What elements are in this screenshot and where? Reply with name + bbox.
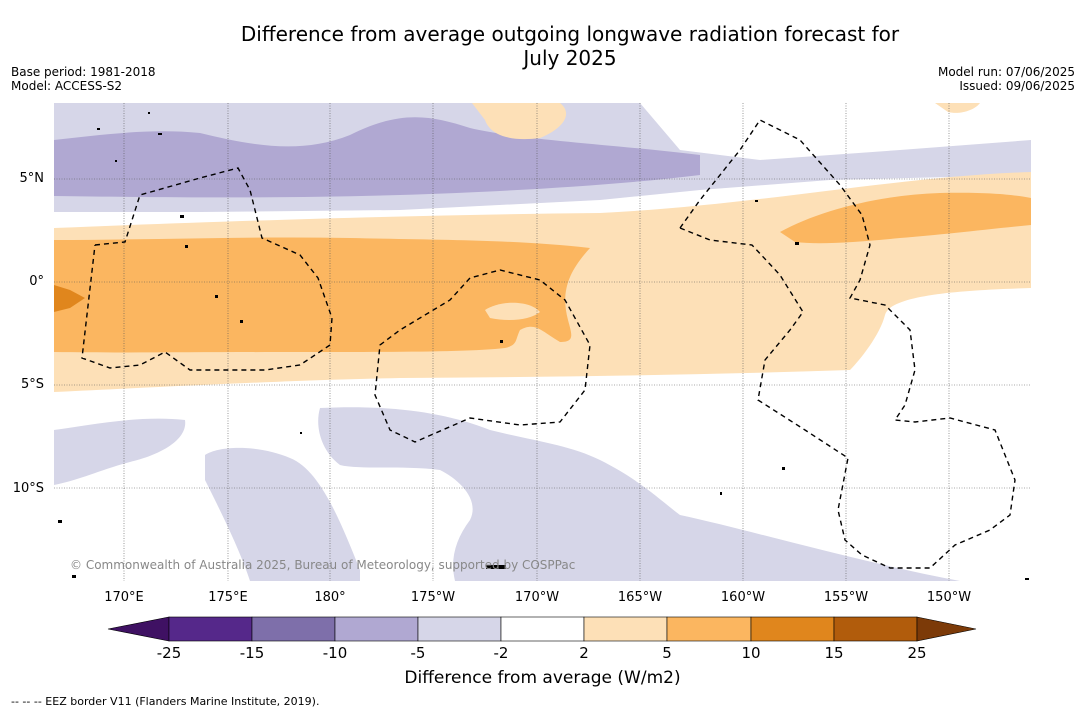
lat-label: 5°S [20,377,44,392]
lon-label: 160°W [720,590,766,605]
colorbar-tick: 2 [579,644,589,662]
lon-label: 170°W [514,590,560,605]
lon-label: 170°E [104,590,144,605]
colorbar [107,616,977,642]
model-name: Model: ACCESS-S2 [11,79,123,93]
colorbar-tick: -15 [239,644,265,662]
colorbar-tick: -5 [410,644,426,662]
lon-label: 175°W [410,590,456,605]
eez-borders [81,119,1016,569]
colorbar-tick: 15 [824,644,844,662]
model-run: Model run: 07/06/2025 [937,65,1075,79]
lat-label: 0° [29,274,44,289]
lon-label: 150°W [926,590,972,605]
lon-label: 180° [314,590,346,605]
colorbar-tick: 10 [741,644,761,662]
islands [58,112,1029,580]
colorbar-tick: -2 [493,644,509,662]
copyright-credit: © Commonwealth of Australia 2025, Bureau… [70,558,576,572]
colorbar-tick: -25 [156,644,182,662]
graticule [54,103,1031,581]
lon-label: 175°E [208,590,248,605]
map-title-line1: Difference from average outgoing longwav… [240,22,900,46]
eez-footnote: -- -- -- EEZ border V11 (Flanders Marine… [11,695,320,708]
map-title-line2: July 2025 [523,46,617,70]
colorbar-tick: 5 [662,644,672,662]
base-period: Base period: 1981-2018 [11,65,156,79]
contour-fill-layer [54,103,1031,581]
colorbar-tick: 25 [907,644,927,662]
lat-label: 10°S [12,481,44,496]
colorbar-tick: -10 [322,644,348,662]
lon-label: 165°W [617,590,663,605]
lon-label: 155°W [823,590,869,605]
lat-label: 5°N [19,171,45,186]
colorbar-label: Difference from average (W/m2) [404,668,681,688]
issued-date: Issued: 09/06/2025 [959,79,1075,93]
